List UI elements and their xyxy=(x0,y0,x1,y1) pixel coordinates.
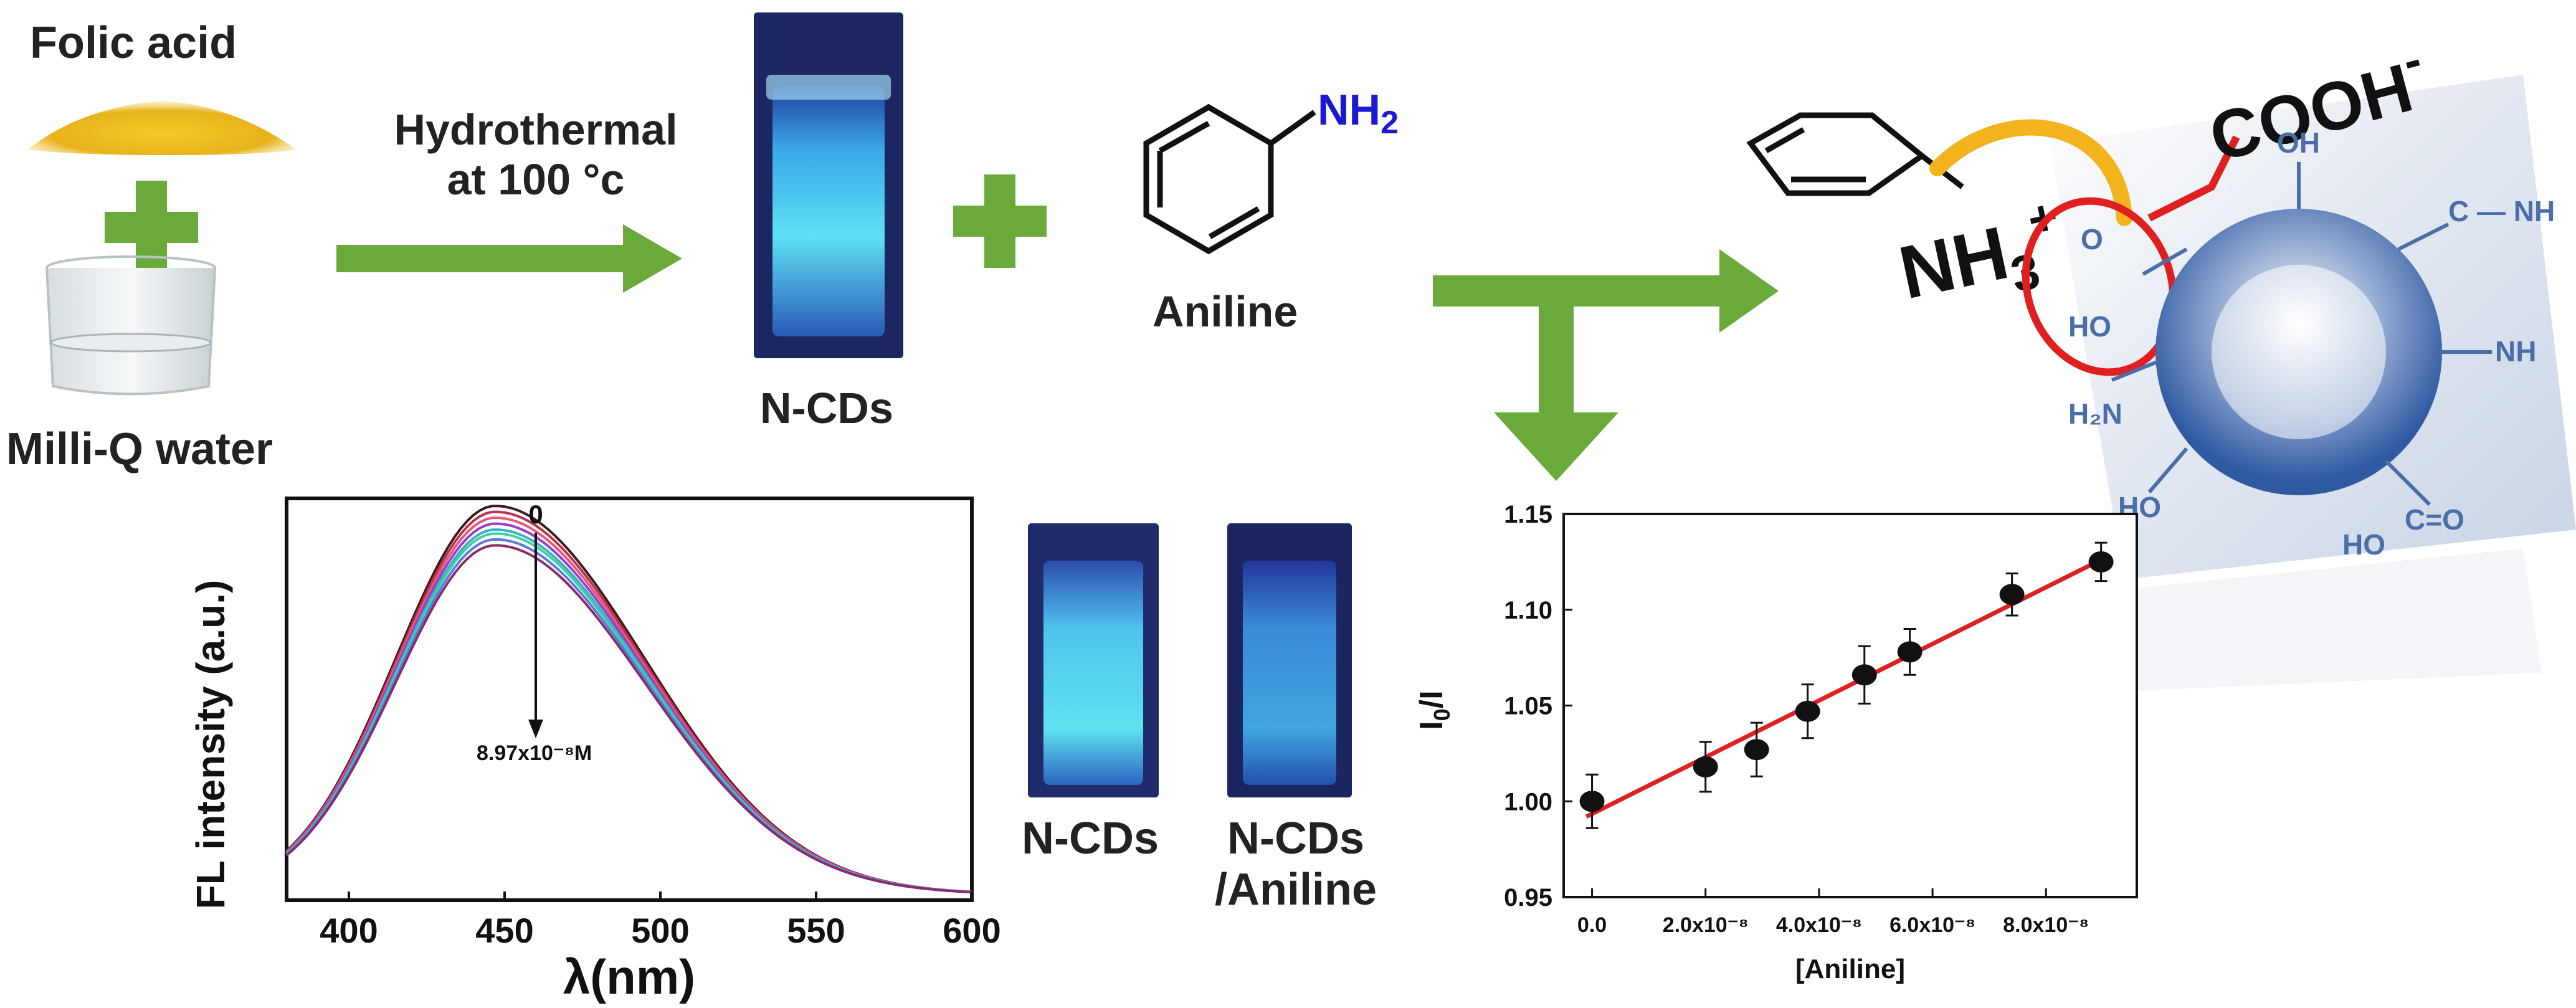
sv-ytick-label: 1.05 xyxy=(1504,693,1552,720)
hydrothermal-line1: Hydrothermal xyxy=(394,105,678,154)
sv-ytick-label: 1.00 xyxy=(1504,788,1552,815)
sv-data-point xyxy=(1744,739,1769,761)
plus-icon xyxy=(105,181,198,274)
plus-icon xyxy=(953,174,1047,268)
sv-data-point xyxy=(1693,756,1718,777)
sv-data-point xyxy=(1851,664,1877,686)
sv-xtick-label: 6.0x10⁻⁸ xyxy=(1889,913,1975,937)
aniline-label: Aniline xyxy=(1153,287,1298,336)
beaker-image xyxy=(45,255,216,396)
sv-xtick-label: 0.0 xyxy=(1577,913,1607,937)
sv-ytick-label: 0.95 xyxy=(1504,884,1552,911)
fl-xtick-label: 450 xyxy=(475,911,533,950)
sv-xtick-label: 8.0x10⁻⁸ xyxy=(2003,913,2089,937)
ncds-aniline-label-line2: /Aniline xyxy=(1215,865,1377,915)
ncds-top-label: N-CDs xyxy=(760,384,893,432)
fl-ylabel: FL intensity (a.u.) xyxy=(188,580,233,910)
cd-oh-top-label: OH xyxy=(2277,126,2320,159)
sv-ytick-label: 1.10 xyxy=(1504,597,1552,624)
sv-ylabel: I0/I xyxy=(1414,690,1455,730)
fl-series-line xyxy=(285,544,972,893)
fl-spectrum-chart: 400 450 500 550 600 FL intensity (a.u.) λ(nm… xyxy=(188,497,1001,1004)
fl-xlabel: λ(nm) xyxy=(563,949,695,1004)
sv-xlabel: [Aniline] xyxy=(1795,954,1905,984)
cd-ho-bottom2-label: HO xyxy=(2342,528,2385,561)
fl-xtick-label: 500 xyxy=(631,911,689,950)
sv-data-point xyxy=(1795,700,1820,722)
hydrothermal-label: Hydrothermal at 100 °c xyxy=(368,105,704,204)
right-arrow-icon xyxy=(336,224,682,293)
carbon-dot-interaction-diagram: NH3+ COOH- OH C — NH NH C=O HO HO H₂N HO… xyxy=(1746,31,2576,692)
stern-volmer-chart: 0.95 1.00 1.05 1.10 1.15 0.0 2.0x10⁻⁸ 4.0x10⁻⁸… xyxy=(1414,501,2138,984)
cd-h2n-left-label: H₂N xyxy=(2068,397,2122,430)
folic-acid-label: Folic acid xyxy=(30,18,237,68)
sv-data-point xyxy=(1897,641,1922,663)
sv-plot-frame xyxy=(1562,513,2138,898)
fl-xtick-group: 400 450 500 550 600 xyxy=(320,892,1001,950)
fl-xtick-label: 600 xyxy=(943,911,1000,950)
fl-xtick-label: 400 xyxy=(320,911,378,950)
folic-acid-powder-image xyxy=(28,101,296,155)
sv-xtick-label: 2.0x10⁻⁸ xyxy=(1663,913,1749,937)
fl-series-group xyxy=(285,505,972,893)
cd-c-nh-label: C — NH xyxy=(2448,195,2555,227)
cd-c-o-top-label: O xyxy=(2081,223,2103,255)
ncds-aniline-cuvette-image xyxy=(1227,523,1352,797)
fl-annotation-start: 0 xyxy=(528,500,543,529)
ncds-aniline-label-line1: N-CDs xyxy=(1227,814,1365,863)
split-arrow-icon xyxy=(1433,249,1779,481)
sv-data-point xyxy=(1579,791,1605,812)
milliq-water-label: Milli-Q water xyxy=(6,424,273,474)
sv-data-point xyxy=(2088,551,2114,573)
sv-ytick-label: 1.15 xyxy=(1504,501,1552,528)
cd-nh2-right-label: NH xyxy=(2495,335,2536,368)
fl-annotation-end: 8.97x10⁻⁸M xyxy=(477,741,592,765)
hydrothermal-line2: at 100 °c xyxy=(447,155,625,204)
fl-xtick-label: 550 xyxy=(787,911,845,950)
aniline-nh2-label: NH2 xyxy=(1318,85,1399,141)
ncds-cuvette-image xyxy=(754,12,903,358)
sv-data-point xyxy=(1999,584,2025,606)
sv-xtick-group: 0.0 2.0x10⁻⁸ 4.0x10⁻⁸ 6.0x10⁻⁸ 8.0x10⁻⁸ xyxy=(1577,888,2089,937)
cd-c-o-bottom-label: C=O xyxy=(2405,503,2464,536)
nh3-label: NH3+ xyxy=(1890,188,2073,325)
sv-point-group xyxy=(1579,541,2114,829)
sv-ytick-group: 0.95 1.00 1.05 1.10 1.15 xyxy=(1504,501,1572,911)
ncds-cuvette-bright-image xyxy=(1028,523,1159,797)
fl-annotation-arrowhead xyxy=(528,720,543,738)
cd-ho-left-label: HO xyxy=(2068,310,2111,343)
sv-xtick-label: 4.0x10⁻⁸ xyxy=(1776,913,1862,937)
fl-plot-frame xyxy=(285,497,974,902)
ncds-aniline-label: N-CDs /Aniline xyxy=(1215,813,1377,915)
aniline-molecule-diagram: NH2 xyxy=(1143,85,1399,255)
ncds-bottom-label: N-CDs xyxy=(1022,814,1159,863)
